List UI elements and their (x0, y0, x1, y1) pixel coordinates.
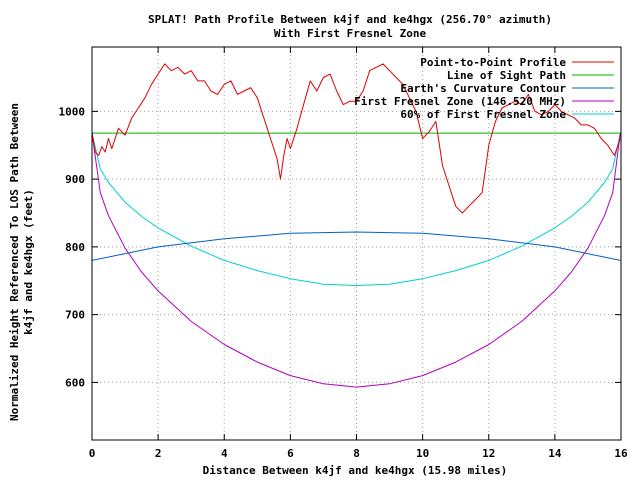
x-tick-label: 12 (482, 447, 495, 460)
y-tick-label: 600 (65, 376, 85, 389)
legend-label-2: Earth's Curvature Contour (400, 82, 566, 95)
x-tick-label: 0 (89, 447, 96, 460)
x-tick-label: 8 (353, 447, 360, 460)
x-tick-label: 6 (287, 447, 294, 460)
x-tick-label: 2 (155, 447, 162, 460)
x-tick-label: 4 (221, 447, 228, 460)
chart-title: SPLAT! Path Profile Between k4jf and ke4… (148, 13, 552, 26)
series-line-4 (91, 132, 621, 286)
y-tick-label: 900 (65, 173, 85, 186)
legend-label-3: First Fresnel Zone (146.520 MHz) (354, 95, 566, 108)
y-tick-label: 1000 (59, 105, 86, 118)
y-axis-label-line2: k4jf and ke4hgx (feet) (22, 189, 35, 335)
axis-ticks: 0 2 4 6 8 10 12 14 16 600 700 800 900 1000 (59, 47, 628, 460)
y-tick-label: 800 (65, 241, 85, 254)
legend-label-0: Point-to-Point Profile (420, 56, 566, 69)
series-layer (91, 63, 621, 388)
grid (92, 47, 621, 440)
chart-subtitle: With First Fresnel Zone (274, 27, 427, 40)
y-axis-label-line1: Normalized Height Referenced To LOS Path… (8, 103, 21, 421)
x-axis-label: Distance Between k4jf and ke4hgx (15.98 … (203, 464, 508, 477)
series-line-3 (91, 133, 621, 388)
legend-label-4: 60% of First Fresnel Zone (400, 108, 566, 121)
x-tick-label: 16 (614, 447, 628, 460)
x-tick-label: 14 (548, 447, 562, 460)
series-line-0 (91, 63, 621, 214)
y-tick-label: 700 (65, 309, 85, 322)
x-tick-label: 10 (416, 447, 429, 460)
series-line-2 (91, 231, 621, 261)
legend-label-1: Line of Sight Path (447, 69, 566, 82)
